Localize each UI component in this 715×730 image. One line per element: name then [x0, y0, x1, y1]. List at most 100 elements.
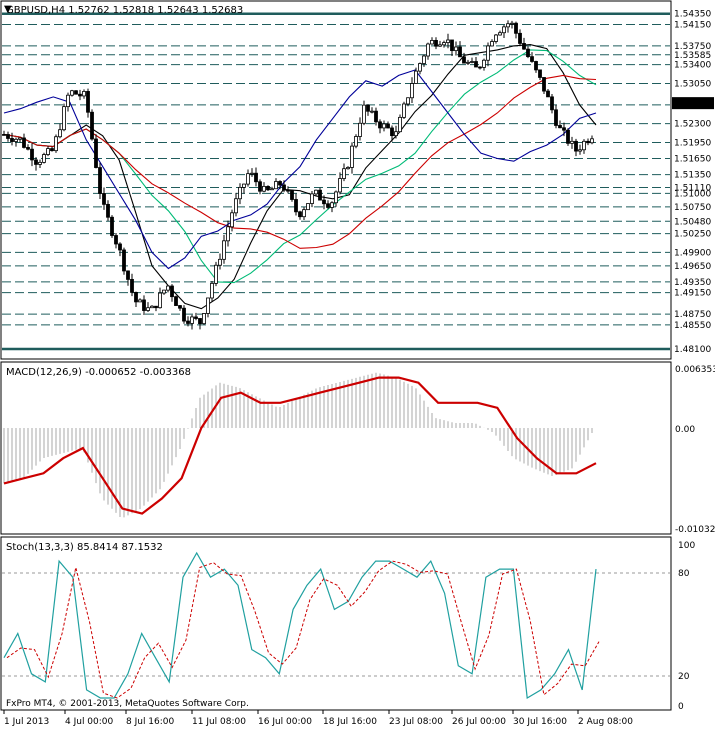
stoch-axis-80: 80 — [678, 569, 690, 579]
copyright-text: FxPro MT4, © 2001-2013, MetaQuotes Softw… — [6, 699, 249, 709]
candle-body — [562, 127, 566, 131]
candle-body — [482, 59, 486, 68]
candle-body — [294, 199, 298, 213]
candle-body — [582, 140, 586, 151]
candle-body — [114, 235, 118, 245]
time-tick-label: 26 Jul 00:00 — [452, 717, 506, 727]
sell-arrow-icon: ▼ — [4, 4, 12, 15]
time-tick-label: 16 Jul 00:00 — [258, 717, 312, 727]
candle-body — [586, 140, 590, 144]
time-tick-label: 2 Aug 08:00 — [578, 717, 633, 727]
macd-axis-min: -0.010328 — [675, 525, 715, 535]
candle-body — [502, 26, 506, 34]
candle-body — [154, 305, 158, 309]
time-tick-label: 23 Jul 08:00 — [389, 717, 443, 727]
candle-body — [302, 209, 306, 218]
price-tick-label: 1.48100 — [674, 345, 711, 355]
candle-body — [78, 93, 82, 97]
candle-body — [298, 211, 302, 218]
candle-body — [238, 186, 242, 200]
price-tick-label: 1.49150 — [674, 289, 711, 299]
candle-body — [106, 203, 110, 218]
price-tick-label: 1.48750 — [674, 310, 711, 320]
candle-body — [246, 173, 250, 185]
candle-body — [22, 137, 26, 148]
candle-body — [278, 181, 282, 186]
candle-body — [330, 202, 334, 208]
candle-body — [146, 307, 150, 311]
candle-body — [46, 148, 50, 155]
time-tick-label: 8 Jul 16:00 — [126, 717, 175, 727]
price-grid — [2, 12, 670, 351]
candle-body — [590, 138, 594, 144]
candle-body — [470, 61, 474, 63]
candle-body — [198, 318, 202, 325]
candle-body — [542, 77, 546, 92]
candle-body — [314, 189, 318, 195]
macd-axis-zero: 0.00 — [675, 425, 695, 435]
candle-body — [450, 39, 454, 52]
candle-body — [366, 104, 370, 112]
candle-body — [462, 56, 466, 64]
ma-fast-line — [3, 44, 597, 310]
candle-body — [178, 305, 182, 309]
stoch-axis-100: 100 — [678, 541, 695, 551]
candle-body — [322, 199, 326, 205]
candle-body — [522, 43, 526, 50]
candle-body — [218, 258, 222, 266]
candle-body — [126, 270, 130, 280]
candle-body — [158, 292, 162, 309]
candle-body — [194, 316, 198, 319]
candle-body — [358, 122, 362, 137]
candle-body — [150, 305, 154, 309]
price-panel[interactable] — [0, 0, 672, 360]
price-tick-label: 1.51000 — [674, 189, 711, 199]
candle-body — [58, 129, 62, 138]
candle-body — [578, 149, 582, 152]
price-tick-label: 1.50750 — [674, 203, 711, 213]
candle-body — [466, 61, 470, 64]
candle-body — [42, 154, 46, 163]
candle-body — [414, 70, 418, 84]
candle-body — [54, 136, 58, 152]
candle-body — [214, 264, 218, 284]
stoch-panel[interactable] — [0, 536, 672, 711]
time-tick-label: 1 Jul 2013 — [4, 717, 49, 727]
candle-body — [286, 189, 290, 192]
ma-red-line — [3, 74, 597, 249]
candle-body — [566, 129, 570, 144]
time-tick-label: 30 Jul 16:00 — [513, 717, 567, 727]
candle-body — [418, 63, 422, 72]
candle-body — [354, 136, 358, 147]
candle-body — [446, 39, 450, 44]
price-tick-label: 1.49900 — [674, 248, 711, 258]
candle-body — [102, 193, 106, 205]
candle-body — [518, 32, 522, 44]
candle-body — [382, 123, 386, 129]
candle-body — [506, 23, 510, 28]
candle-body — [554, 109, 558, 126]
candle-body — [166, 285, 170, 291]
candle-body — [486, 45, 490, 61]
candle-body — [270, 188, 274, 191]
price-tick-label: 1.51350 — [674, 171, 711, 181]
candle-body — [138, 299, 142, 303]
candle-body — [526, 48, 530, 58]
candle-body — [34, 159, 38, 165]
candle-body — [338, 178, 342, 193]
current-price-box — [672, 97, 714, 110]
candle-body — [182, 307, 186, 322]
candle-body — [438, 44, 442, 47]
candle-body — [258, 181, 262, 192]
candle-body — [230, 212, 234, 228]
candle-body — [118, 243, 122, 251]
candle-body — [570, 140, 574, 144]
candle-body — [38, 161, 42, 165]
candle-body — [362, 104, 366, 124]
candle-body — [186, 320, 190, 324]
candle-body — [134, 291, 138, 303]
candle-body — [390, 127, 394, 137]
candle-body — [122, 249, 126, 272]
candle-body — [454, 46, 458, 52]
